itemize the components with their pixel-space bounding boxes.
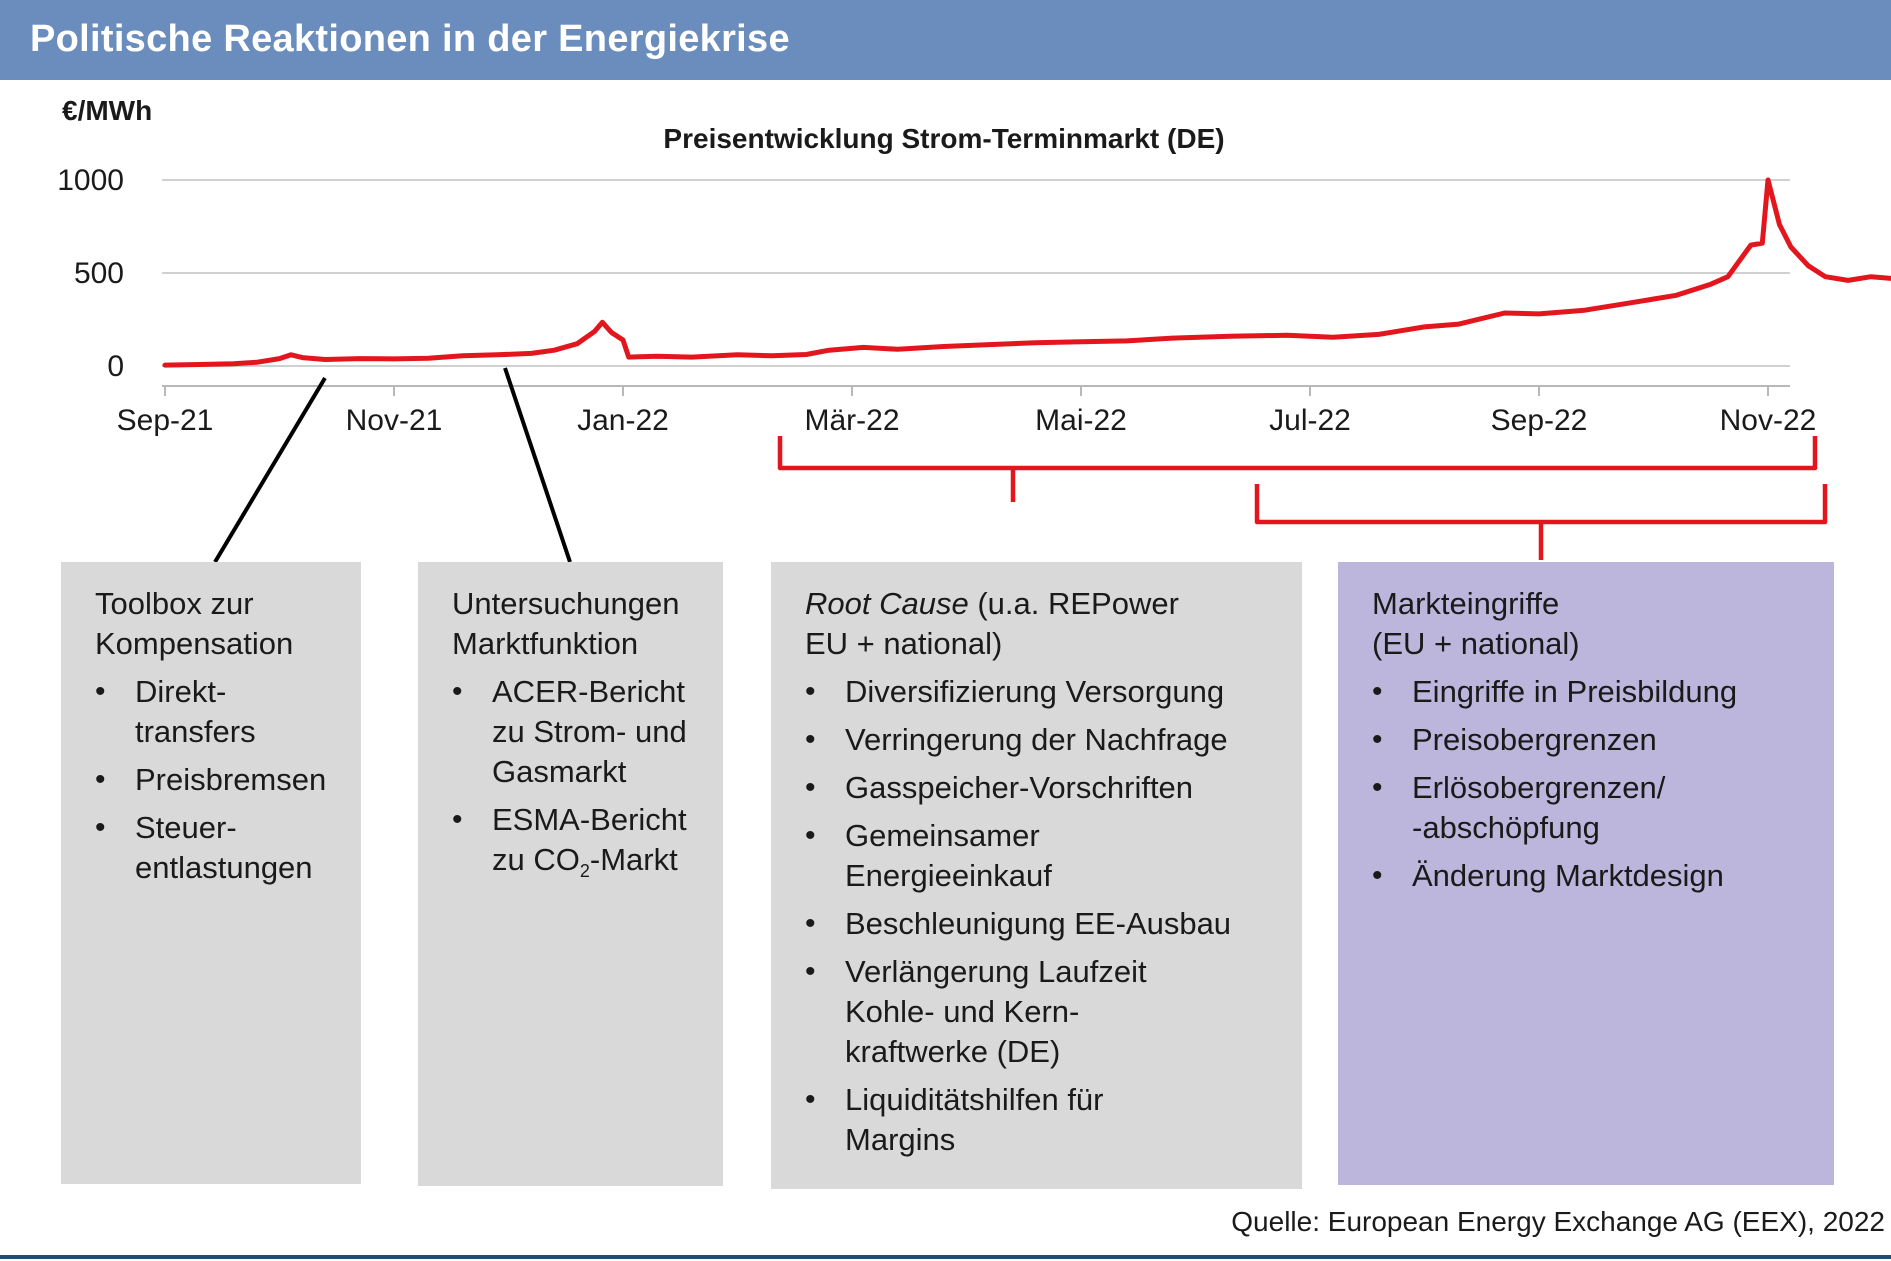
bottom-rule [0,1255,1891,1259]
box-toolbox-compensation: Toolbox zur Kompensation Direkt-transfer… [61,562,361,1184]
list-item-line: Preisbremsen [135,762,327,797]
list-item: ESMA-Bericht zu CO2-Markt [452,800,703,891]
list-item-line: ACER-Bericht [492,674,685,709]
list-item: Diversifizierung Versorgung [805,672,1282,712]
list-item-line: Energieeinkauf [845,858,1052,893]
box-title-rest: (u.a. REPower [968,586,1179,621]
box-title: Toolbox zur Kompensation [95,584,341,664]
x-tick-label: Mär-22 [804,404,899,437]
x-tick-label: Sep-22 [1491,404,1588,437]
price-chart: €/MWh Preisentwicklung Strom-Terminmarkt… [57,95,1891,564]
bracket-root-cause [777,436,1818,502]
box-title-line: Marktfunktion [452,626,639,661]
box-title-line: Root Cause (u.a. REPower [805,584,1282,624]
list-item: Gasspeicher-Vorschriften [805,768,1282,808]
list-item-line: Gasmarkt [492,754,627,789]
bullet-list: Diversifizierung Versorgung Verringerung… [805,672,1282,1160]
list-item-line: Verlängerung Laufzeit [845,954,1147,989]
list-item-line: Diversifizierung Versorgung [845,674,1225,709]
list-item: Änderung Marktdesign [1372,856,1814,896]
pointer-line-investigations [503,367,572,563]
y-tick-label: 1000 [57,164,124,197]
list-item: Beschleunigung EE-Ausbau [805,904,1282,944]
pointer-line-toolbox [213,376,327,564]
list-item-line: ESMA-Bericht [492,802,687,837]
x-tick-label: Nov-21 [346,404,443,437]
box-title: Root Cause (u.a. REPower EU + national) [805,584,1282,664]
box-title: Untersuchungen Marktfunktion [452,584,703,664]
x-tick-label: Nov-22 [1720,404,1817,437]
x-tick-label: Jul-22 [1269,404,1351,437]
list-item: Steuer-entlastungen [95,808,341,888]
x-tick-label: Jan-22 [577,404,669,437]
box-title-line: Toolbox zur [95,586,254,621]
box-title-italic: Root Cause [805,586,969,621]
bullet-list: Direkt-transfers Preisbremsen Steuer-ent… [95,672,341,888]
box-title-line: Untersuchungen [452,586,680,621]
box-market-interventions: Markteingriffe (EU + national) Eingriffe… [1338,562,1834,1185]
bullet-list: Eingriffe in Preisbildung Preisobergrenz… [1372,672,1814,896]
list-item-line: Steuer- [135,810,237,845]
y-axis-label: €/MWh [62,95,152,126]
x-tick-label: Sep-21 [117,404,214,437]
list-item-line: Beschleunigung EE-Ausbau [845,906,1232,941]
box-title-line: Kompensation [95,626,294,661]
page-title: Politische Reaktionen in der Energiekris… [30,18,790,60]
list-item-line: entlastungen [135,850,313,885]
list-item-line: Änderung Marktdesign [1412,858,1724,893]
chart-title: Preisentwicklung Strom-Terminmarkt (DE) [663,123,1224,154]
box-title-line: Markteingriffe [1372,586,1560,621]
list-item-line: Direkt- [135,674,227,709]
price-series-line [162,177,1891,368]
box-root-cause: Root Cause (u.a. REPower EU + national) … [771,562,1302,1189]
list-item: Preisobergrenzen [1372,720,1814,760]
list-item-line: kraftwerke (DE) [845,1034,1061,1069]
box-title-line: (EU + national) [1372,626,1580,661]
list-item-line: transfers [135,714,256,749]
box-market-investigations: Untersuchungen Marktfunktion ACER-Berich… [418,562,723,1186]
bullet-list: ACER-Bericht zu Strom- und Gasmarkt ESMA-B… [452,672,703,891]
list-item-line: Eingriffe in Preisbildung [1412,674,1738,709]
list-item-line: zu CO2-Markt [492,842,678,882]
list-item: Preisbremsen [95,760,341,800]
subscript-2: 2 [579,861,590,882]
list-item-line: Margins [845,1122,956,1157]
list-item-line: Verringerung der Nachfrage [845,722,1228,757]
list-item: Verlängerung Laufzeit Kohle- und Kern-kra… [805,952,1282,1072]
list-item: Eingriffe in Preisbildung [1372,672,1814,712]
x-tick-label: Mai-22 [1035,404,1127,437]
source-note: Quelle: European Energy Exchange AG (EEX… [1231,1206,1885,1237]
list-item-line: zu Strom- und [492,714,687,749]
list-item-line: Gemeinsamer [845,818,1040,853]
box-title: Markteingriffe (EU + national) [1372,584,1814,664]
list-item: Liquiditätshilfen für Margins [805,1080,1282,1160]
list-item-line: -abschöpfung [1412,810,1600,845]
header-bar: Politische Reaktionen in der Energiekris… [0,0,1891,80]
list-item: Gemeinsamer Energieeinkauf [805,816,1282,896]
list-item: Verringerung der Nachfrage [805,720,1282,760]
list-item-line: Liquiditätshilfen für [845,1082,1104,1117]
y-tick-label: 0 [107,350,124,383]
list-item: ACER-Bericht zu Strom- und Gasmarkt [452,672,703,792]
list-item: Erlösobergrenzen/ -abschöpfung [1372,768,1814,848]
bracket-market-interventions [1254,484,1828,560]
box-title-line: EU + national) [805,626,1003,661]
y-tick-label: 500 [74,257,124,290]
list-item: Direkt-transfers [95,672,341,752]
list-item-line: Erlösobergrenzen/ [1412,770,1666,805]
list-item-line: Gasspeicher-Vorschriften [845,770,1194,805]
list-item-line: Kohle- und Kern- [845,994,1080,1029]
list-item-line: Preisobergrenzen [1412,722,1657,757]
